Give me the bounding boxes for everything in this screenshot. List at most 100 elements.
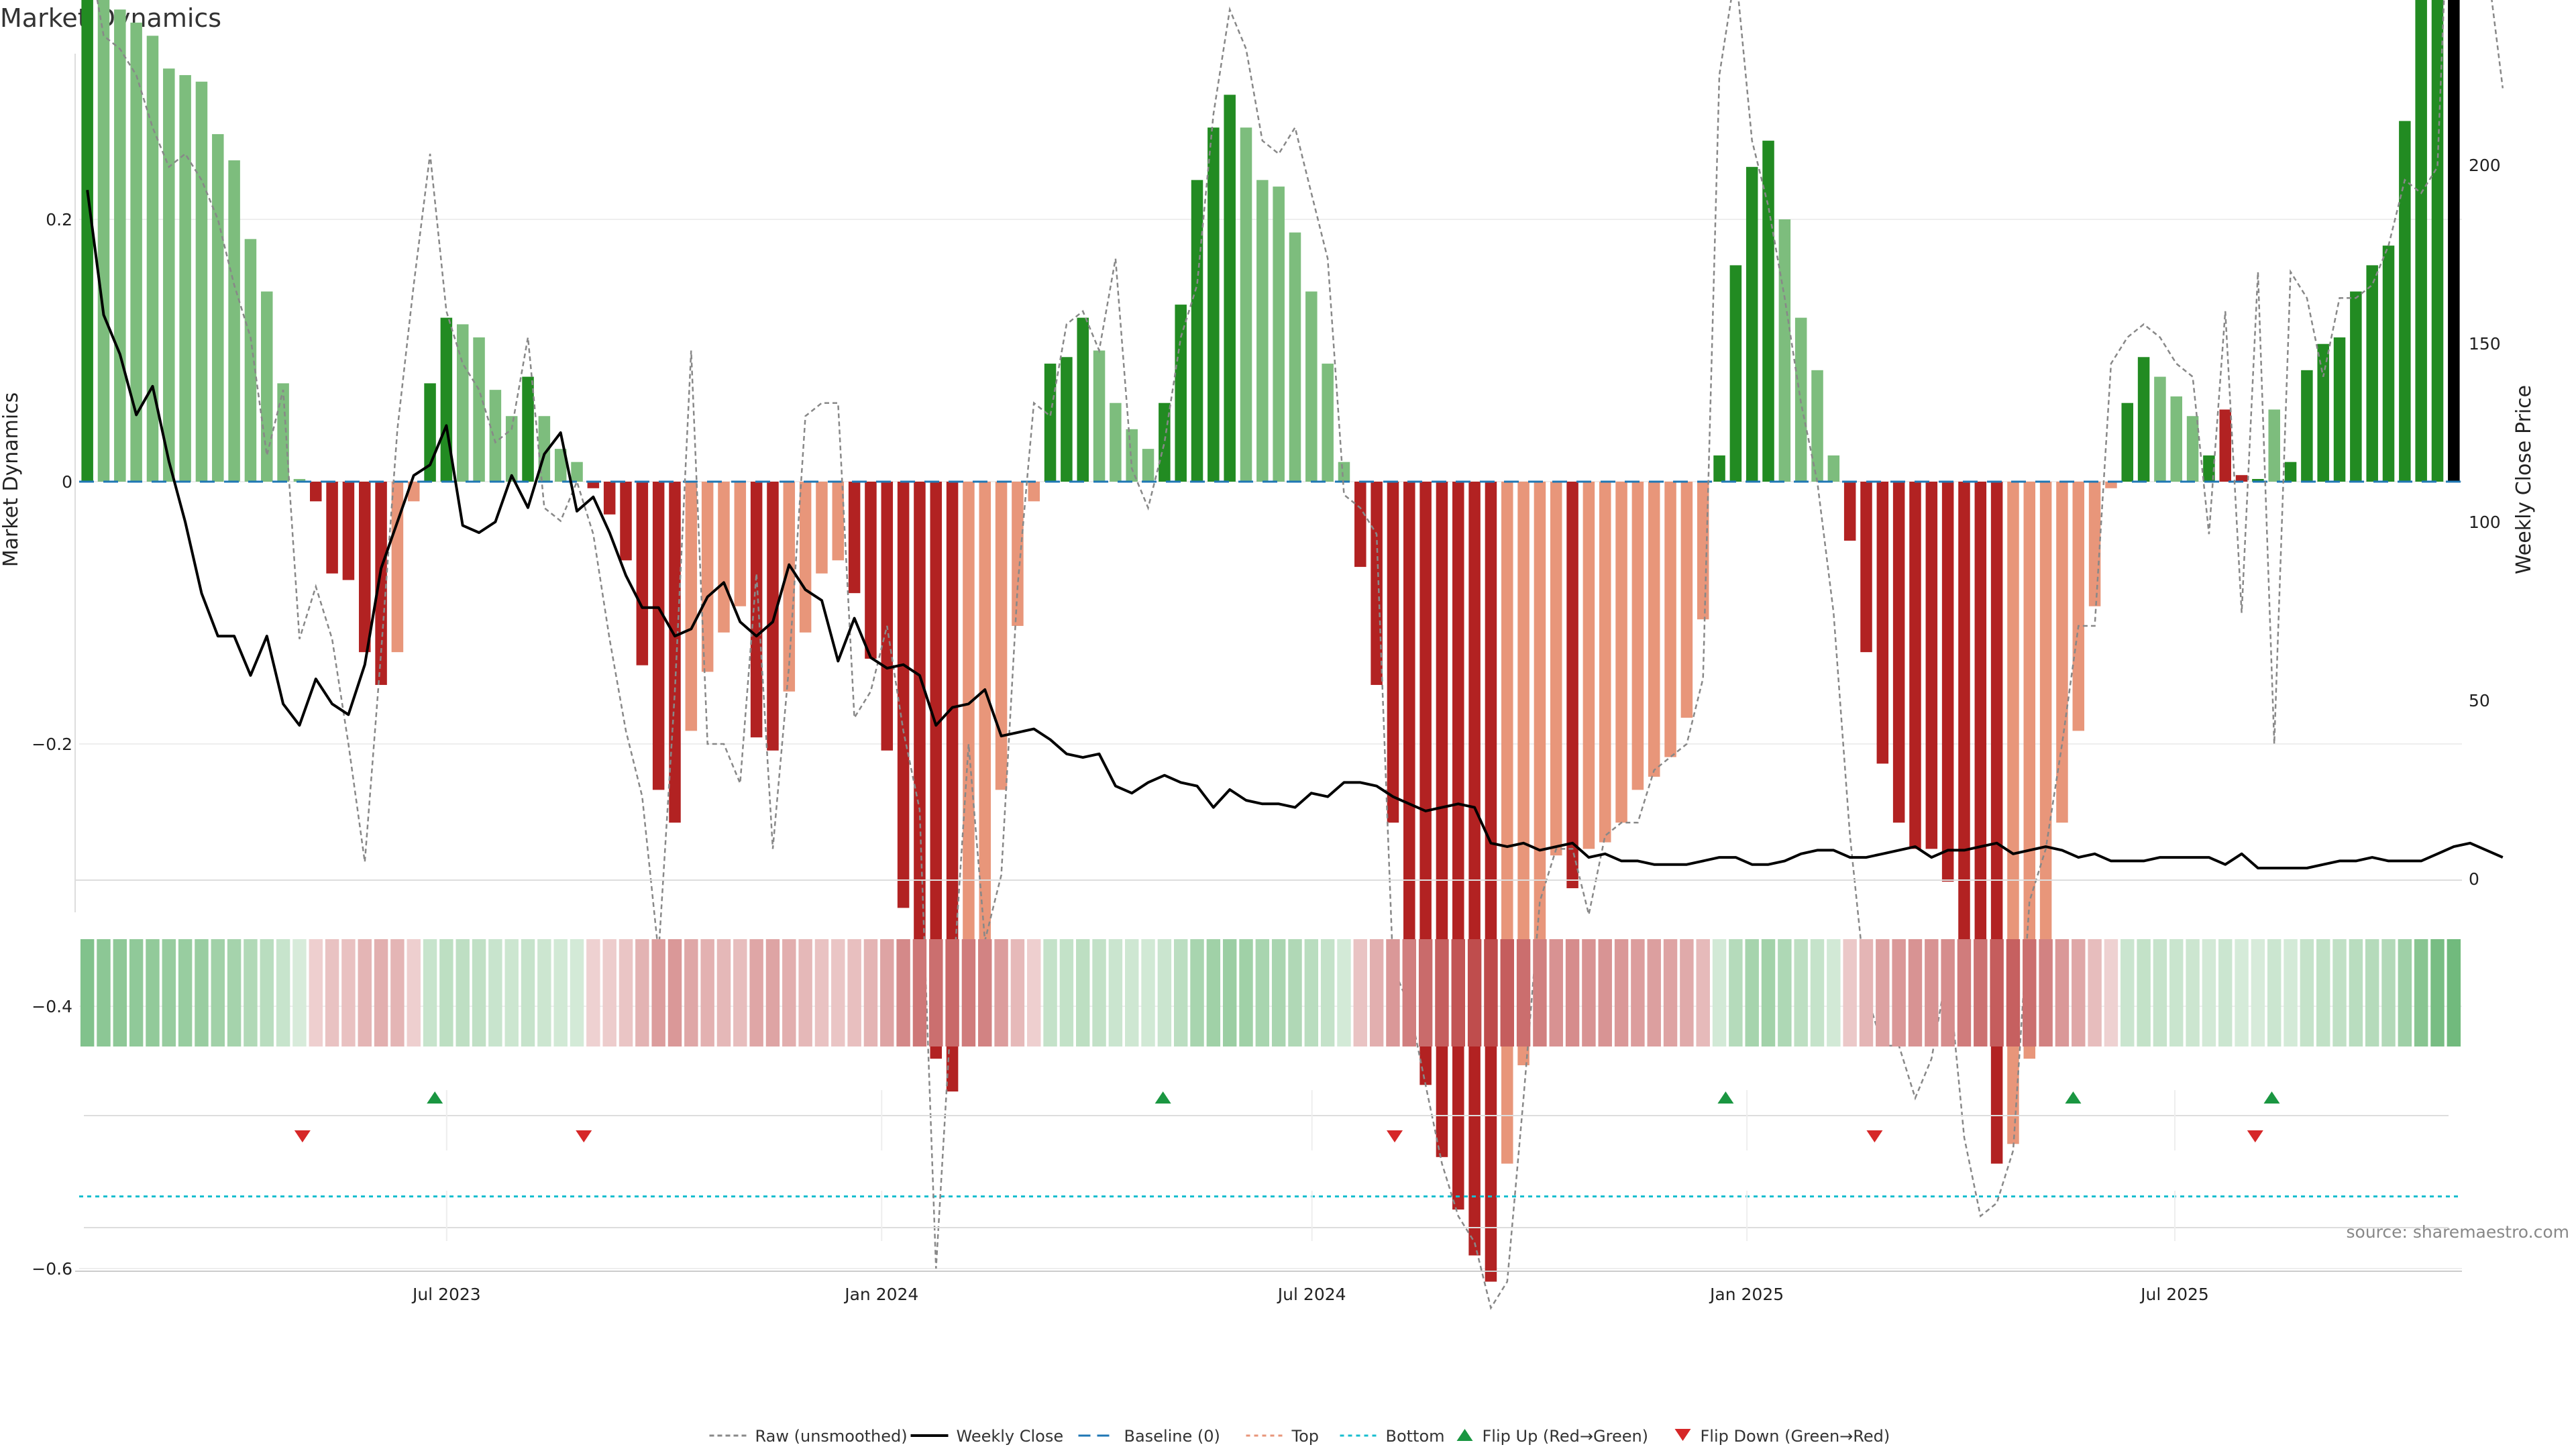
heat-cell bbox=[227, 939, 241, 1046]
bar bbox=[1436, 482, 1448, 1157]
bar bbox=[1599, 482, 1611, 843]
bar bbox=[1958, 482, 1970, 980]
bar bbox=[1501, 482, 1513, 1164]
heat-cell bbox=[1124, 939, 1139, 1046]
heat-cell bbox=[1402, 939, 1417, 1046]
heat-cell bbox=[635, 939, 649, 1046]
bar bbox=[848, 482, 861, 594]
heat-cell bbox=[2153, 939, 2167, 1046]
heat-cell bbox=[749, 939, 763, 1046]
heat-cell bbox=[1027, 939, 1041, 1046]
bar bbox=[2252, 479, 2264, 482]
legend: Raw (unsmoothed) Weekly Close Baseline (0)… bbox=[709, 1427, 1890, 1446]
heat-cell bbox=[1941, 939, 1955, 1046]
bar bbox=[473, 337, 485, 482]
bar bbox=[293, 479, 306, 482]
heat-cell bbox=[1778, 939, 1792, 1046]
source-note: source: sharemaestro.com bbox=[2347, 1222, 2570, 1242]
heat-cell bbox=[1663, 939, 1678, 1046]
bar bbox=[2284, 462, 2297, 482]
heat-cell bbox=[178, 939, 193, 1046]
bar bbox=[375, 482, 387, 686]
bar bbox=[1305, 291, 1318, 482]
heat-cell bbox=[570, 939, 584, 1046]
bar bbox=[1860, 482, 1872, 653]
bar bbox=[1387, 482, 1399, 823]
heat-cell bbox=[1484, 939, 1498, 1046]
heat-cell bbox=[961, 939, 976, 1046]
bar bbox=[277, 383, 289, 482]
legend-label-top: Top bbox=[1291, 1427, 1320, 1446]
bar bbox=[1077, 317, 1089, 482]
bar bbox=[2105, 482, 2117, 488]
heat-cell bbox=[97, 939, 111, 1046]
heat-cell bbox=[2072, 939, 2086, 1046]
bar bbox=[2121, 402, 2134, 482]
weekly-close-line bbox=[86, 189, 2504, 869]
reference-lines bbox=[79, 480, 2462, 1197]
heat-cell bbox=[1974, 939, 1988, 1046]
bar bbox=[652, 482, 665, 790]
bar bbox=[1534, 482, 1546, 961]
bar bbox=[1615, 482, 1627, 823]
heat-cell bbox=[325, 939, 339, 1046]
heat-cell bbox=[2137, 939, 2151, 1046]
heat-cell bbox=[2284, 939, 2298, 1046]
bar bbox=[750, 482, 763, 738]
bar bbox=[522, 376, 534, 482]
bar bbox=[2039, 482, 2052, 948]
bar bbox=[1892, 482, 1905, 823]
heat-cell bbox=[1810, 939, 1825, 1046]
bar bbox=[2072, 482, 2085, 731]
heat-cell bbox=[439, 939, 453, 1046]
heat-cell bbox=[1108, 939, 1123, 1046]
heat-cell bbox=[896, 939, 910, 1046]
heat-cell bbox=[2104, 939, 2118, 1046]
bar bbox=[832, 482, 845, 561]
heat-cell bbox=[2218, 939, 2233, 1046]
heat-cell bbox=[2202, 939, 2216, 1046]
heat-cell bbox=[455, 939, 470, 1046]
heat-cell bbox=[978, 939, 992, 1046]
heat-cell bbox=[2398, 939, 2412, 1046]
bar bbox=[1680, 482, 1693, 718]
bar bbox=[1811, 370, 1823, 482]
bar bbox=[2137, 357, 2150, 482]
heat-cell bbox=[912, 939, 927, 1046]
flip-markers bbox=[84, 1091, 2449, 1228]
bar bbox=[456, 324, 469, 482]
bar bbox=[1240, 127, 1252, 482]
bar bbox=[326, 482, 338, 574]
bar bbox=[1403, 482, 1415, 967]
bar bbox=[1550, 482, 1562, 856]
bar bbox=[799, 482, 812, 633]
heat-cell bbox=[2365, 939, 2379, 1046]
bar bbox=[342, 482, 355, 580]
bar bbox=[310, 482, 322, 502]
legend-item-flip_down: Flip Down (Green→Red) bbox=[1674, 1427, 1890, 1446]
bar bbox=[2268, 409, 2280, 482]
heat-cell bbox=[1794, 939, 1808, 1046]
bar bbox=[130, 22, 142, 482]
bar bbox=[1582, 482, 1595, 849]
heat-cell bbox=[1451, 939, 1465, 1046]
legend-swatch-flip-down bbox=[1674, 1429, 1691, 1441]
heat-cell bbox=[1516, 939, 1531, 1046]
bar bbox=[1044, 364, 1057, 482]
heat-cell bbox=[1418, 939, 1433, 1046]
bar bbox=[685, 482, 698, 731]
y-tick-left-2: 0.2 bbox=[46, 210, 72, 229]
bar bbox=[1224, 95, 1236, 482]
bar bbox=[881, 482, 894, 751]
bar bbox=[1631, 482, 1644, 790]
bar bbox=[1322, 364, 1334, 482]
legend-item-raw: Raw (unsmoothed) bbox=[709, 1427, 908, 1446]
heat-cell bbox=[1157, 939, 1172, 1046]
heat-cell bbox=[358, 939, 372, 1046]
bar bbox=[1762, 140, 1774, 482]
heat-cell bbox=[374, 939, 388, 1046]
bar bbox=[2382, 246, 2395, 482]
heat-cell bbox=[1337, 939, 1351, 1046]
heat-cell bbox=[1010, 939, 1025, 1046]
